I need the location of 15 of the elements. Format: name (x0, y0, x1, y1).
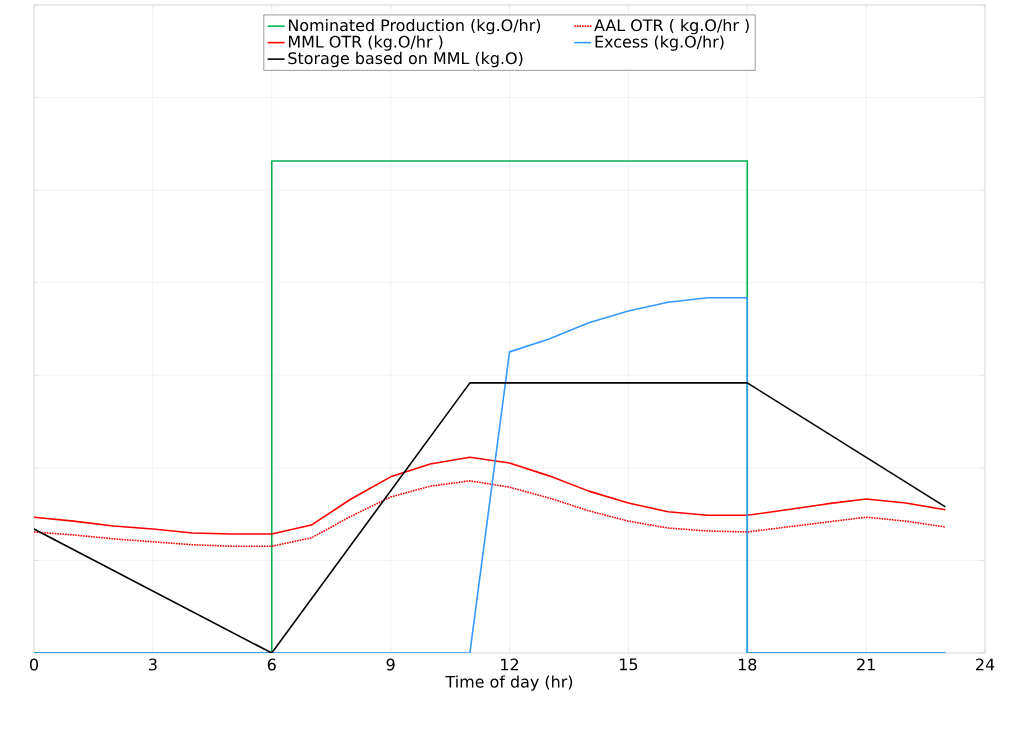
legend-label: Excess (kg.O/hr) (595, 35, 724, 51)
x-tick-label: 6 (267, 658, 276, 671)
legend-label: AAL OTR ( kg.O/hr ) (594, 18, 749, 35)
x-tick-label: 3 (149, 658, 157, 671)
legend-label: MML OTR (kg.O/hr ) (288, 35, 443, 51)
legend-label: Storage based on MML (kg.O) (288, 51, 523, 68)
x-tick-label: 18 (738, 658, 757, 671)
x-tick-label: 24 (976, 658, 995, 671)
x-tick-label: 12 (501, 658, 519, 671)
x-tick-label: 15 (619, 658, 638, 671)
x-tick-label: 21 (857, 658, 875, 671)
x-axis-title: Time of day (hr) (445, 675, 573, 691)
legend-label: Nominated Production (kg.O/hr) (288, 18, 541, 35)
x-tick-label: 0 (29, 658, 39, 671)
x-tick-label: 9 (386, 658, 395, 671)
